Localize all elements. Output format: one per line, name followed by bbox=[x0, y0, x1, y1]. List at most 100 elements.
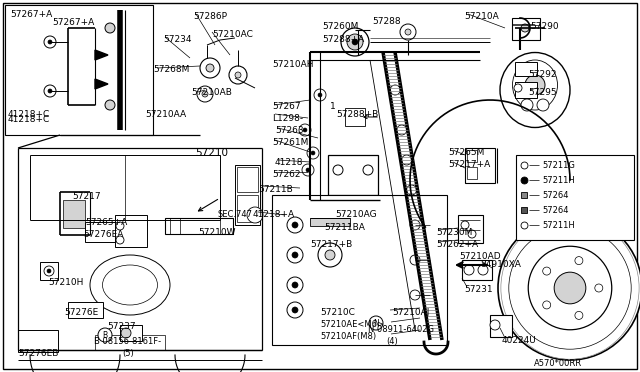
Circle shape bbox=[554, 272, 586, 304]
Ellipse shape bbox=[90, 255, 170, 315]
Bar bbox=[40, 262, 58, 280]
Circle shape bbox=[292, 222, 298, 228]
Text: 57211H: 57211H bbox=[542, 221, 575, 230]
Circle shape bbox=[318, 243, 342, 267]
Text: 41218+C: 41218+C bbox=[8, 115, 51, 124]
Circle shape bbox=[116, 222, 124, 230]
Circle shape bbox=[287, 302, 303, 318]
Circle shape bbox=[397, 125, 407, 135]
Text: 57210W: 57210W bbox=[198, 228, 236, 237]
Text: 57268M: 57268M bbox=[153, 65, 189, 74]
Circle shape bbox=[303, 128, 307, 132]
Ellipse shape bbox=[500, 52, 570, 128]
Bar bbox=[515, 82, 537, 98]
Circle shape bbox=[498, 216, 640, 360]
Text: 57210AC: 57210AC bbox=[212, 30, 253, 39]
Circle shape bbox=[406, 185, 417, 195]
Text: 57276E: 57276E bbox=[64, 308, 99, 317]
Bar bbox=[272, 195, 447, 345]
Circle shape bbox=[105, 23, 115, 33]
Circle shape bbox=[197, 86, 213, 102]
Bar bbox=[515, 62, 537, 76]
Bar bbox=[490, 315, 512, 337]
Text: B: B bbox=[102, 330, 108, 340]
Circle shape bbox=[461, 221, 469, 229]
Circle shape bbox=[98, 328, 112, 342]
Circle shape bbox=[543, 267, 550, 275]
Text: 57217+A: 57217+A bbox=[448, 160, 490, 169]
Circle shape bbox=[468, 230, 476, 238]
Text: 57286P: 57286P bbox=[193, 12, 227, 21]
Bar bbox=[85, 222, 120, 242]
Circle shape bbox=[292, 307, 298, 313]
Circle shape bbox=[575, 257, 583, 264]
Circle shape bbox=[311, 151, 315, 155]
Circle shape bbox=[369, 316, 383, 330]
Text: 57211H: 57211H bbox=[542, 176, 575, 185]
Circle shape bbox=[292, 282, 298, 288]
Bar bbox=[512, 18, 540, 40]
Text: 57210A: 57210A bbox=[464, 12, 499, 21]
Bar bbox=[458, 215, 483, 243]
Text: 57267+A: 57267+A bbox=[10, 10, 52, 19]
Ellipse shape bbox=[513, 60, 557, 110]
Circle shape bbox=[464, 265, 474, 275]
Text: (4): (4) bbox=[386, 337, 397, 346]
Bar bbox=[328, 155, 378, 195]
Text: 57288+A: 57288+A bbox=[322, 35, 364, 44]
Text: 57210AG: 57210AG bbox=[335, 210, 376, 219]
Text: A570*00RR: A570*00RR bbox=[534, 359, 582, 368]
Circle shape bbox=[302, 164, 314, 176]
Circle shape bbox=[490, 320, 500, 330]
Circle shape bbox=[287, 247, 303, 263]
Text: 57288+B: 57288+B bbox=[336, 110, 378, 119]
Polygon shape bbox=[95, 79, 108, 89]
Circle shape bbox=[299, 124, 311, 136]
Text: 57234: 57234 bbox=[163, 35, 191, 44]
Text: 40224U: 40224U bbox=[502, 336, 537, 345]
Circle shape bbox=[292, 252, 298, 258]
Text: 57210AB: 57210AB bbox=[191, 88, 232, 97]
Bar bbox=[465, 148, 495, 183]
Text: 57211B: 57211B bbox=[258, 185, 292, 194]
Text: 57217: 57217 bbox=[72, 192, 100, 201]
Text: 41218+C: 41218+C bbox=[8, 110, 51, 119]
Text: 57237: 57237 bbox=[107, 322, 136, 331]
Text: 57262: 57262 bbox=[272, 170, 301, 179]
Text: 57210: 57210 bbox=[195, 148, 228, 158]
Text: 57265+A: 57265+A bbox=[85, 218, 127, 227]
Text: 41218+A: 41218+A bbox=[253, 210, 295, 219]
Circle shape bbox=[410, 290, 420, 300]
Bar bbox=[115, 215, 147, 247]
Ellipse shape bbox=[102, 265, 157, 305]
Circle shape bbox=[44, 36, 56, 48]
Circle shape bbox=[410, 220, 420, 230]
Circle shape bbox=[402, 155, 412, 165]
Text: 57210AA: 57210AA bbox=[145, 110, 186, 119]
Text: 57276EB: 57276EB bbox=[18, 349, 58, 358]
Bar bbox=[237, 167, 258, 192]
Bar bbox=[235, 165, 260, 225]
Text: 57211G: 57211G bbox=[542, 161, 575, 170]
Text: 41218: 41218 bbox=[275, 158, 303, 167]
Text: 57290: 57290 bbox=[530, 22, 559, 31]
Bar bbox=[68, 302, 103, 318]
Text: 57288: 57288 bbox=[372, 17, 401, 26]
Circle shape bbox=[247, 207, 263, 223]
Text: 57210C: 57210C bbox=[320, 308, 355, 317]
Text: 57267: 57267 bbox=[272, 102, 301, 111]
Circle shape bbox=[206, 64, 214, 72]
Bar bbox=[95, 335, 165, 350]
Bar bbox=[237, 195, 258, 222]
Circle shape bbox=[525, 75, 545, 95]
Circle shape bbox=[347, 34, 363, 50]
Circle shape bbox=[287, 217, 303, 233]
Circle shape bbox=[235, 72, 241, 78]
Circle shape bbox=[400, 24, 416, 40]
Bar bbox=[516, 155, 634, 240]
Text: N 08911-6402G: N 08911-6402G bbox=[368, 325, 434, 334]
Circle shape bbox=[543, 301, 550, 309]
Circle shape bbox=[528, 246, 612, 330]
Circle shape bbox=[229, 66, 247, 84]
Text: 57210AH: 57210AH bbox=[272, 60, 314, 69]
